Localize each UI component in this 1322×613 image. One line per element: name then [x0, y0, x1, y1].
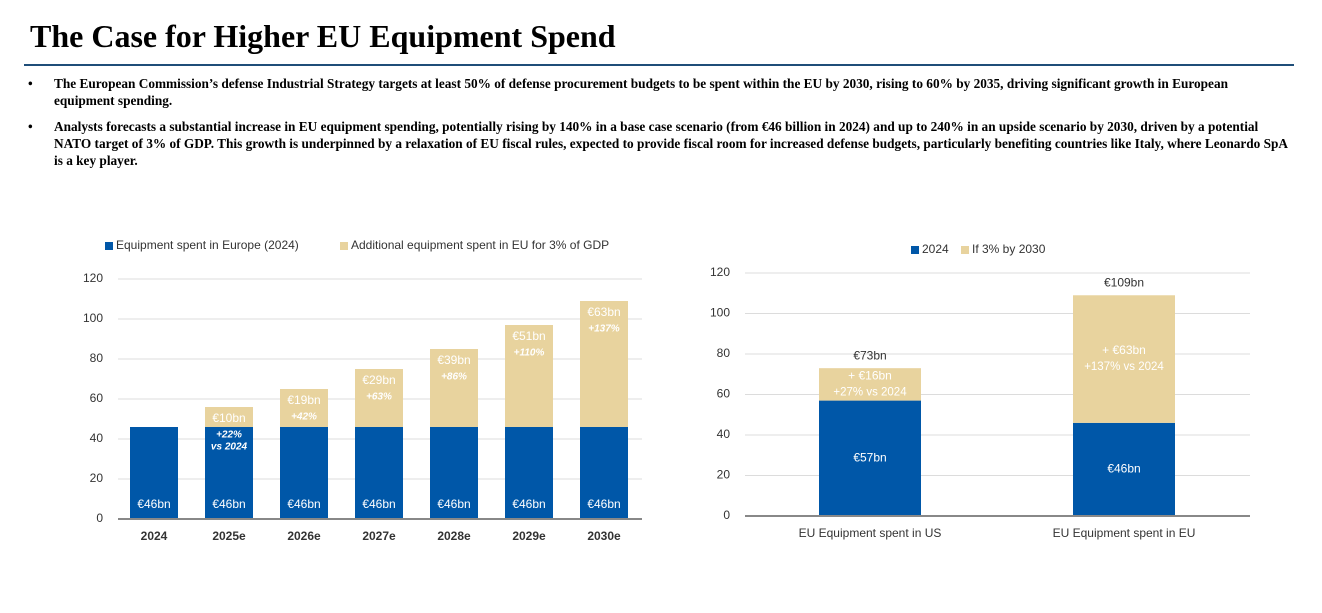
pct-label: +42%: [291, 412, 317, 423]
data-label: €57bn: [853, 450, 886, 464]
data-label: €46bn: [287, 497, 320, 511]
x-tick-label: 2029e: [512, 529, 546, 543]
y-tick-label: 60: [717, 387, 731, 401]
data-label: + €16bn: [848, 369, 892, 383]
y-tick-label: 120: [710, 265, 730, 279]
y-tick-label: 20: [90, 471, 104, 485]
x-tick-label: 2026e: [287, 529, 321, 543]
bar-segment: [205, 427, 253, 519]
data-label: €10bn: [212, 411, 245, 425]
legend-swatch: [105, 242, 113, 250]
bar-segment: [430, 349, 478, 427]
data-label: €39bn: [437, 353, 470, 367]
bar-segment: [819, 400, 921, 516]
y-tick-label: 100: [710, 306, 730, 320]
pct-label: +137% vs 2024: [1084, 361, 1164, 373]
x-tick-label: 2024: [141, 529, 168, 543]
pct-label: +86%: [441, 372, 467, 383]
x-tick-label: 2030e: [587, 529, 621, 543]
bar-segment: [505, 325, 553, 427]
legend-label: Additional equipment spent in EU for 3% …: [351, 238, 609, 252]
pct-label: vs 2024: [211, 442, 248, 453]
bar-segment: [355, 369, 403, 427]
bar-segment: [580, 427, 628, 519]
legend-label: If 3% by 2030: [972, 242, 1046, 256]
data-label: €46bn: [137, 497, 170, 511]
data-label: €29bn: [362, 373, 395, 387]
data-label: €19bn: [287, 393, 320, 407]
x-tick-label: EU Equipment spent in EU: [1053, 526, 1196, 540]
x-tick-label: 2027e: [362, 529, 396, 543]
legend-swatch: [961, 246, 969, 254]
bar-segment: [280, 427, 328, 519]
y-tick-label: 60: [90, 391, 104, 405]
data-label: €51bn: [512, 329, 545, 343]
y-tick-label: 120: [83, 271, 103, 285]
legend-label: Equipment spent in Europe (2024): [116, 238, 299, 252]
bar-segment: [505, 427, 553, 519]
x-tick-label: EU Equipment spent in US: [799, 526, 942, 540]
x-tick-label: 2025e: [212, 529, 246, 543]
y-tick-label: 40: [717, 427, 731, 441]
legend-swatch: [911, 246, 919, 254]
bullet-list: The European Commission’s defense Indust…: [24, 66, 1289, 169]
bar-segment: [580, 301, 628, 427]
legend-label: 2024: [922, 242, 949, 256]
pct-label: +22%: [216, 430, 242, 441]
bar-segment: [130, 427, 178, 519]
y-tick-label: 0: [96, 511, 103, 525]
y-tick-label: 40: [90, 431, 104, 445]
y-tick-label: 80: [717, 346, 731, 360]
bullet: Analysts forecasts a substantial increas…: [24, 118, 1289, 169]
bar-segment: [1073, 295, 1175, 423]
data-label: €46bn: [437, 497, 470, 511]
data-label: €63bn: [587, 305, 620, 319]
bar-segment: [355, 427, 403, 519]
bar-segment: [280, 389, 328, 427]
y-tick-label: 20: [717, 468, 731, 482]
y-tick-label: 100: [83, 311, 103, 325]
y-tick-label: 80: [90, 351, 104, 365]
bar-segment: [205, 407, 253, 427]
y-tick-label: 0: [723, 508, 730, 522]
total-label: €73bn: [853, 348, 886, 362]
total-label: €109bn: [1104, 275, 1144, 289]
pct-label: +137%: [588, 324, 620, 335]
bar-segment: [819, 368, 921, 401]
x-tick-label: 2028e: [437, 529, 471, 543]
pct-label: +27% vs 2024: [833, 386, 907, 398]
bullet: The European Commission’s defense Indust…: [24, 75, 1289, 109]
pct-label: +63%: [366, 392, 392, 403]
legend-swatch: [340, 242, 348, 250]
data-label: €46bn: [212, 497, 245, 511]
data-label: €46bn: [512, 497, 545, 511]
data-label: €46bn: [362, 497, 395, 511]
data-label: + €63bn: [1102, 343, 1146, 357]
data-label: €46bn: [587, 497, 620, 511]
pct-label: +110%: [514, 348, 545, 359]
bar-segment: [430, 427, 478, 519]
title-rule: [24, 64, 1294, 66]
data-label: €46bn: [1107, 462, 1140, 476]
page-title: The Case for Higher EU Equipment Spend: [30, 18, 616, 54]
bar-segment: [1073, 422, 1175, 516]
